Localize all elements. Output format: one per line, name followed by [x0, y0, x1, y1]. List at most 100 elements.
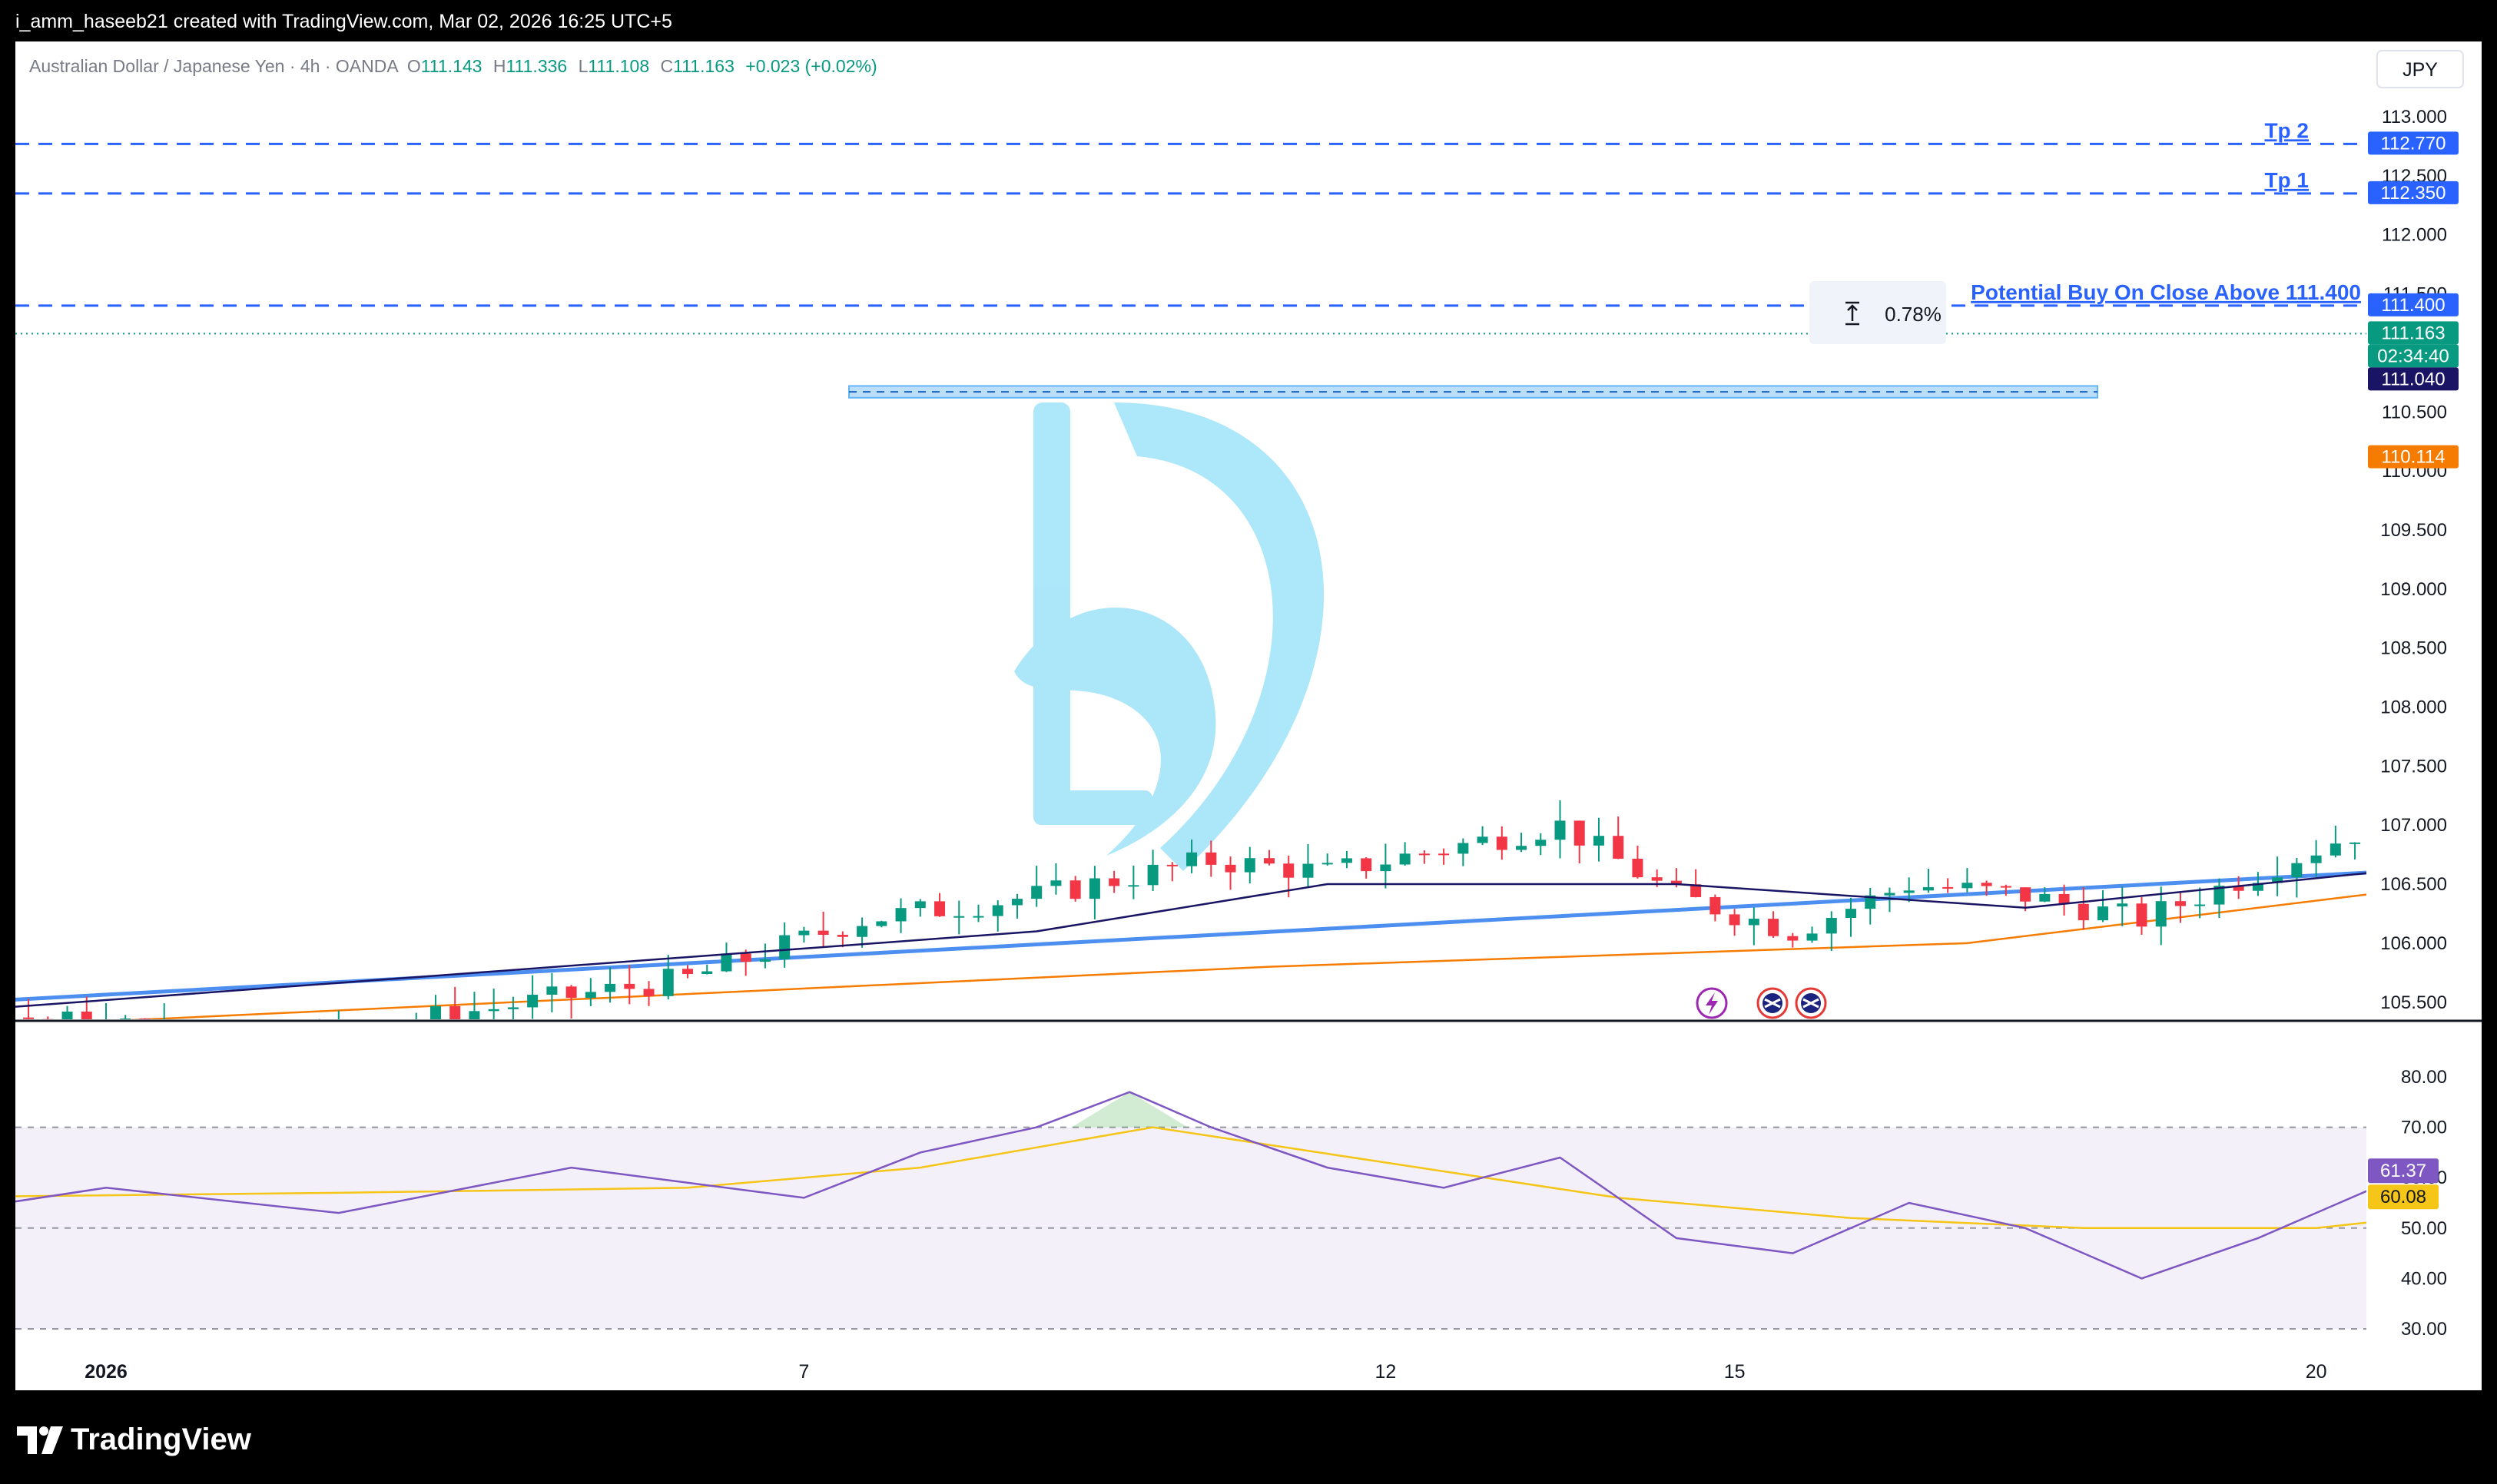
- candle-body-116: [1651, 877, 1663, 881]
- credit-text: i_amm_haseeb21 created with TradingView.…: [15, 11, 672, 32]
- candle-body-110: [1535, 840, 1547, 846]
- candle-body-85: [1050, 880, 1062, 886]
- price-tick-12: 107.000: [2380, 815, 2447, 836]
- price-badge-text-4: 02:34:40: [2377, 346, 2449, 366]
- candle-body-148: [2272, 877, 2283, 883]
- price-tick-8: 109.000: [2380, 579, 2447, 600]
- candle-body-93: [1205, 852, 1217, 865]
- candle-body-57: [507, 1007, 519, 1009]
- candle-body-35: [81, 1011, 92, 1019]
- candle-body-111: [1554, 820, 1566, 840]
- candle-body-90: [1147, 864, 1159, 886]
- change-value: +0.023 (+0.02%): [745, 56, 877, 76]
- candle-body-65: [662, 969, 674, 996]
- candle-body-124: [1806, 933, 1818, 941]
- rsi-tick-1: 70.00: [2401, 1118, 2447, 1138]
- candle-body-128: [1884, 893, 1895, 896]
- target-lines[interactable]: [15, 142, 2366, 307]
- time-tick-2: 12: [1375, 1361, 1396, 1383]
- candle-body-142: [2155, 901, 2167, 927]
- candle-body-103: [1399, 853, 1411, 865]
- high-label: H: [493, 56, 506, 76]
- price-badge-text-5: 111.040: [2381, 369, 2445, 389]
- price-tick-11: 107.500: [2380, 756, 2447, 777]
- candle-body-66: [682, 969, 693, 975]
- measure-percent: 0.78%: [1885, 303, 1942, 326]
- price-tick-10: 108.000: [2380, 697, 2447, 718]
- candle-body-80: [953, 916, 965, 918]
- price-tick-15: 105.500: [2380, 992, 2447, 1013]
- candle-body-104: [1418, 853, 1430, 856]
- candle-body-121: [1748, 919, 1759, 926]
- rsi-overbought-fill: [1071, 1091, 1189, 1128]
- candle-body-135: [2020, 887, 2031, 902]
- price-tick-7: 109.500: [2380, 520, 2447, 541]
- candle-body-99: [1321, 863, 1333, 865]
- time-tick-4: 20: [2306, 1361, 2327, 1383]
- candle-body-81: [973, 916, 984, 918]
- rsi-value-badge: [2368, 1158, 2439, 1184]
- tp1-label[interactable]: Tp 1: [2264, 168, 2309, 192]
- candle-body-91: [1166, 864, 1178, 866]
- candle-body-92: [1186, 852, 1198, 866]
- time-axis[interactable]: 202671215202328Feb510131823Mar510131823: [85, 1361, 2482, 1383]
- candle-body-151: [2330, 843, 2341, 856]
- symbol-legend[interactable]: Australian Dollar / Japanese Yen · 4h · …: [29, 56, 877, 76]
- price-tick-2: 112.000: [2382, 225, 2447, 246]
- candle-body-127: [1865, 895, 1876, 909]
- chart-panel[interactable]: 113.000112.500112.000111.500111.000110.5…: [15, 41, 2482, 1390]
- buy-condition-label[interactable]: Potential Buy On Close Above 111.400: [1971, 280, 2361, 304]
- price-tick-5: 110.500: [2382, 402, 2447, 422]
- price-badge-text-6: 110.114: [2381, 447, 2445, 468]
- candle-body-58: [527, 995, 539, 1008]
- chart-svg[interactable]: 113.000112.500112.000111.500111.000110.5…: [15, 41, 2482, 1390]
- candle-body-33: [42, 1019, 53, 1021]
- low-value: 111.108: [588, 56, 649, 76]
- candle-body-150: [2310, 855, 2322, 863]
- currency-label: JPY: [2402, 59, 2438, 81]
- price-axis-labels: 112.770 112.350 111.400 111.163 02:34:40 111.…: [2368, 131, 2459, 469]
- dividend-event-icon[interactable]: [1696, 987, 1728, 1019]
- candle-body-118: [1690, 884, 1702, 897]
- candle-body-78: [914, 901, 926, 909]
- tp2-label[interactable]: Tp 2: [2264, 118, 2309, 142]
- candle-body-64: [643, 989, 655, 996]
- rsi-line: [15, 1091, 2366, 1280]
- candle-body-126: [1845, 909, 1856, 918]
- rsi-ma-line: [15, 1126, 2366, 1230]
- candle-body-152: [2349, 842, 2361, 844]
- close-value: 111.163: [673, 56, 735, 76]
- candle-body-75: [857, 926, 868, 937]
- candle-body-147: [2252, 883, 2263, 891]
- candle-body-34: [61, 1011, 73, 1019]
- candle-body-56: [488, 1009, 499, 1012]
- candle-body-123: [1787, 936, 1799, 941]
- candle-body-68: [721, 953, 732, 972]
- au-news-event-icon-2[interactable]: [1795, 987, 1827, 1019]
- price-badge-text-1: 112.350: [2381, 183, 2446, 204]
- price-badge-0: [2368, 131, 2459, 155]
- time-tick-3: 15: [1724, 1361, 1746, 1383]
- chart-credit-bar: i_amm_haseeb21 created with TradingView.…: [0, 0, 2497, 41]
- tradingview-logo[interactable]: TradingView: [17, 1423, 251, 1457]
- candle-body-37: [120, 1019, 131, 1022]
- price-badge-text-0: 112.770: [2381, 133, 2446, 154]
- candle-body-106: [1457, 843, 1469, 854]
- candle-body-144: [2194, 904, 2206, 906]
- price-tick-14: 106.000: [2380, 933, 2447, 954]
- candle-body-105: [1438, 853, 1450, 856]
- open-label: O: [407, 56, 421, 76]
- candle-body-149: [2291, 863, 2303, 878]
- au-news-event-icon[interactable]: [1756, 987, 1789, 1019]
- currency-button[interactable]: JPY: [2376, 50, 2464, 88]
- candle-body-61: [585, 992, 596, 999]
- rsi-value-text: 61.37: [2380, 1161, 2426, 1181]
- price-badge-6: [2368, 445, 2459, 469]
- measure-box[interactable]: 0.78%: [1809, 281, 1946, 344]
- rsi-overbought-area-0: [1071, 1091, 1189, 1128]
- price-tick-0: 113.000: [2382, 107, 2447, 128]
- candle-body-79: [934, 901, 946, 916]
- footer-bar: TradingView: [0, 1390, 2497, 1484]
- rsi-tick-0: 80.00: [2401, 1067, 2447, 1088]
- price-badge-5: [2368, 367, 2459, 391]
